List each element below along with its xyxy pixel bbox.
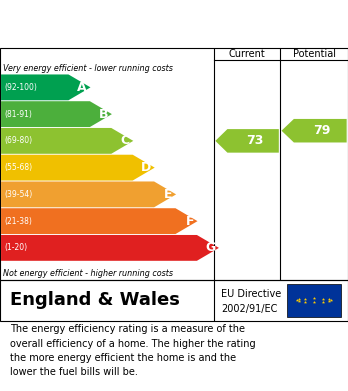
Text: The energy efficiency rating is a measure of the
overall efficiency of a home. T: The energy efficiency rating is a measur… [10, 324, 256, 377]
Text: Energy Efficiency Rating: Energy Efficiency Rating [10, 17, 202, 31]
Polygon shape [1, 101, 112, 127]
Polygon shape [282, 119, 347, 142]
Text: 2002/91/EC: 2002/91/EC [221, 304, 277, 314]
Text: E: E [164, 188, 173, 201]
Text: G: G [205, 241, 215, 255]
Polygon shape [215, 129, 279, 152]
Text: (21-38): (21-38) [4, 217, 32, 226]
Text: England & Wales: England & Wales [10, 291, 180, 310]
Polygon shape [1, 128, 133, 154]
Text: (69-80): (69-80) [4, 136, 32, 145]
Text: 79: 79 [314, 124, 331, 137]
Text: 73: 73 [246, 135, 264, 147]
Text: (39-54): (39-54) [4, 190, 32, 199]
Polygon shape [1, 235, 219, 261]
Polygon shape [1, 74, 90, 100]
Text: A: A [77, 81, 87, 94]
Polygon shape [1, 208, 198, 234]
Polygon shape [1, 155, 155, 181]
Text: (92-100): (92-100) [4, 83, 37, 92]
Polygon shape [1, 181, 176, 207]
Text: (1-20): (1-20) [4, 243, 27, 253]
Text: D: D [141, 161, 151, 174]
Text: Not energy efficient - higher running costs: Not energy efficient - higher running co… [3, 269, 174, 278]
Text: C: C [121, 135, 130, 147]
Text: (55-68): (55-68) [4, 163, 32, 172]
Text: EU Directive: EU Directive [221, 289, 281, 300]
Text: F: F [185, 215, 194, 228]
FancyBboxPatch shape [287, 284, 341, 317]
Text: Potential: Potential [293, 48, 335, 59]
Text: (81-91): (81-91) [4, 109, 32, 118]
Text: Current: Current [229, 48, 266, 59]
Text: B: B [99, 108, 109, 120]
Text: Very energy efficient - lower running costs: Very energy efficient - lower running co… [3, 64, 173, 73]
